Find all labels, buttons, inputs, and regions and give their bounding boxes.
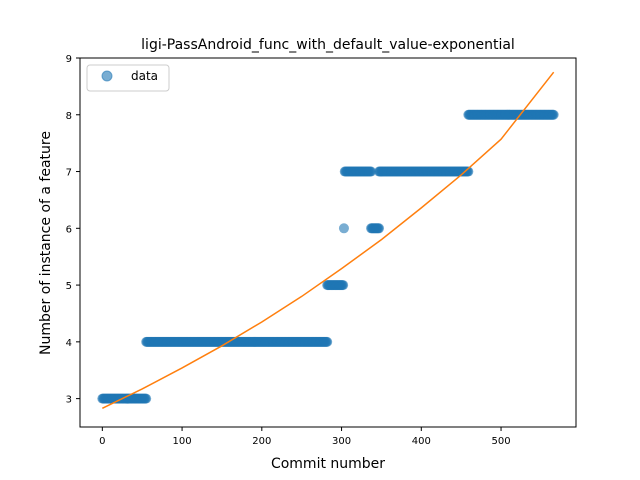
x-tick-label: 300 [332, 436, 351, 447]
y-tick-label: 5 [66, 281, 72, 292]
data-point [374, 223, 385, 234]
data-point [548, 109, 559, 120]
y-axis: 3 4 5 6 7 8 9 [66, 54, 80, 406]
legend: data [86, 64, 170, 92]
y-tick-label: 6 [66, 224, 72, 235]
x-tick-label: 500 [491, 436, 510, 447]
legend-label-data: data [131, 69, 158, 83]
data-point [338, 280, 349, 291]
x-tick-label: 200 [252, 436, 271, 447]
chart-title: ligi-PassAndroid_func_with_default_value… [141, 37, 515, 53]
x-tick-label: 100 [173, 436, 192, 447]
y-tick-label: 9 [66, 54, 72, 65]
y-tick-label: 4 [66, 338, 72, 349]
y-tick-label: 8 [66, 111, 72, 122]
y-axis-label: Number of instance of a feature [38, 131, 54, 355]
x-tick-label: 0 [99, 436, 105, 447]
plot-area [97, 71, 559, 409]
data-point [338, 223, 349, 234]
x-axis: 0 100 200 300 400 500 [99, 427, 511, 447]
data-point [463, 166, 474, 177]
x-axis-label: Commit number [271, 456, 385, 472]
data-point [322, 336, 333, 347]
exponential-fit-line [102, 71, 555, 409]
legend-marker-data [101, 70, 113, 82]
y-tick-label: 3 [66, 395, 72, 406]
data-point [366, 166, 377, 177]
axes-frame [79, 57, 577, 428]
data-series [97, 109, 559, 404]
data-point [141, 393, 152, 404]
y-tick-label: 7 [66, 168, 72, 179]
x-tick-label: 400 [412, 436, 431, 447]
